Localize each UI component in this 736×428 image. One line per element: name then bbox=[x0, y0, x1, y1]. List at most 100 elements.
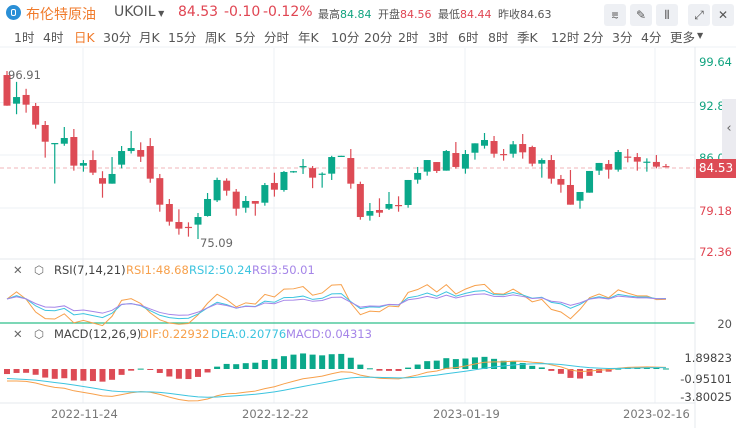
period-tab[interactable]: 8时 bbox=[488, 30, 509, 45]
macd-bar bbox=[23, 369, 30, 373]
period-tab[interactable]: 4分 bbox=[641, 30, 662, 45]
period-tab[interactable]: 季K bbox=[517, 30, 538, 45]
candles-icon: ⫴ bbox=[664, 8, 670, 22]
stat-value: 84.44 bbox=[460, 8, 492, 21]
period-tab[interactable]: 6时 bbox=[458, 30, 479, 45]
period-tab[interactable]: 年K bbox=[298, 30, 319, 45]
current-price-tag: 84.53 bbox=[696, 159, 736, 178]
period-tab[interactable]: 更多 bbox=[670, 30, 696, 45]
macd-axis-label: -0.95101 bbox=[680, 372, 732, 386]
macd-bar bbox=[89, 369, 96, 382]
macd-bar bbox=[481, 356, 488, 369]
candle-body bbox=[99, 178, 106, 184]
macd-bar bbox=[328, 354, 335, 369]
period-tab[interactable]: 3分 bbox=[612, 30, 633, 45]
macd-bar bbox=[290, 354, 297, 369]
stat-2: 最低84.44 bbox=[438, 6, 492, 22]
candle-body bbox=[356, 183, 364, 218]
macd-bar bbox=[386, 369, 392, 371]
quote-header: 布伦特原油 UKOIL ▼ 84.53 -0.10 -0.12% 最高84.84… bbox=[0, 0, 736, 26]
stat-label: 最高 bbox=[318, 8, 340, 21]
candle-body bbox=[557, 178, 565, 185]
settings-icon[interactable]: ⬡ bbox=[34, 327, 45, 341]
period-tab[interactable]: 20分 bbox=[364, 30, 393, 45]
macd-bar bbox=[405, 367, 412, 369]
macd-bar bbox=[70, 369, 77, 381]
period-tab[interactable]: 30分 bbox=[103, 30, 132, 45]
period-tab[interactable]: 2时 bbox=[398, 30, 419, 45]
rsi3-value: RSI3:50.01 bbox=[252, 263, 315, 277]
candle-body bbox=[528, 147, 536, 164]
candle-body bbox=[79, 163, 87, 166]
macd-bar bbox=[204, 369, 211, 373]
candle-body bbox=[433, 162, 441, 171]
symbol-label: UKOIL bbox=[114, 4, 156, 20]
macd-bar bbox=[462, 358, 469, 369]
period-tab[interactable]: 日K bbox=[74, 30, 95, 45]
macd-bar bbox=[109, 369, 116, 380]
fullscreen-button[interactable]: ⤢ bbox=[688, 4, 710, 26]
chart-type-button[interactable]: ⫴ bbox=[656, 4, 678, 26]
macd-bar bbox=[195, 369, 201, 377]
period-tab[interactable]: 2分 bbox=[583, 30, 604, 45]
candle-body bbox=[481, 140, 488, 146]
close-icon: ✕ bbox=[717, 8, 729, 22]
macd-bar bbox=[605, 369, 612, 372]
candle-body bbox=[414, 172, 422, 180]
macd-bar bbox=[51, 369, 58, 379]
close-icon[interactable]: ✕ bbox=[13, 327, 23, 341]
period-tab[interactable]: 5分 bbox=[235, 30, 256, 45]
period-tab[interactable]: 10分 bbox=[331, 30, 360, 45]
macd-bar bbox=[491, 358, 498, 369]
price-axis-label: 72.36 bbox=[699, 245, 732, 259]
period-tab[interactable]: 1时 bbox=[14, 30, 35, 45]
macd-title: MACD(12,26,9) bbox=[54, 327, 142, 341]
candle-body bbox=[375, 210, 383, 213]
macd-value: MACD:0.04313 bbox=[286, 327, 372, 341]
candle-body bbox=[184, 226, 192, 229]
macd-bar bbox=[261, 359, 268, 369]
settings-icon[interactable]: ⬡ bbox=[34, 263, 45, 277]
symbol-selector[interactable]: UKOIL ▼ bbox=[114, 4, 164, 20]
candle-body bbox=[605, 163, 613, 170]
candle-body bbox=[70, 137, 78, 166]
candle-body bbox=[624, 156, 632, 158]
period-tab[interactable]: 周K bbox=[205, 30, 226, 45]
period-tab[interactable]: 3时 bbox=[428, 30, 449, 45]
macd-bar bbox=[128, 369, 135, 371]
candle-body bbox=[242, 200, 250, 208]
macd-bar bbox=[137, 368, 144, 370]
chevron-down-icon: ▼ bbox=[155, 9, 165, 18]
macd-bar bbox=[347, 357, 354, 369]
period-tab[interactable]: 15分 bbox=[168, 30, 197, 45]
dea-value: DEA:0.20776 bbox=[211, 327, 287, 341]
period-tab[interactable]: 12时 bbox=[551, 30, 580, 45]
collapse-panel-button[interactable]: ‹ bbox=[722, 99, 736, 159]
candle-body bbox=[194, 217, 202, 225]
instrument-logo-icon bbox=[6, 5, 21, 20]
dif-line bbox=[6, 360, 666, 402]
macd-bar bbox=[13, 369, 20, 373]
close-icon[interactable]: ✕ bbox=[13, 263, 23, 277]
period-tab[interactable]: 4时 bbox=[43, 30, 64, 45]
candle-body bbox=[118, 151, 126, 165]
last-price: 84.53 bbox=[178, 4, 219, 20]
period-tab[interactable]: 月K bbox=[139, 30, 160, 45]
indicator-button[interactable]: ⩳ bbox=[604, 4, 626, 26]
macd-bar bbox=[596, 369, 603, 373]
close-button[interactable]: ✕ bbox=[712, 4, 734, 26]
candle-body bbox=[156, 178, 164, 205]
stat-value: 84.63 bbox=[520, 8, 552, 21]
macd-bar bbox=[443, 358, 450, 369]
max-price-label: 96.91 bbox=[8, 68, 41, 82]
draw-button[interactable]: ✎ bbox=[630, 4, 652, 26]
macd-bar bbox=[223, 363, 230, 369]
rsi1-line bbox=[6, 283, 666, 327]
candle-body bbox=[41, 124, 49, 142]
period-tab[interactable]: 分时 bbox=[264, 30, 290, 45]
candle-body bbox=[318, 173, 326, 175]
candle-body bbox=[232, 191, 240, 209]
stat-value: 84.56 bbox=[400, 8, 432, 21]
macd-bar bbox=[548, 369, 555, 371]
